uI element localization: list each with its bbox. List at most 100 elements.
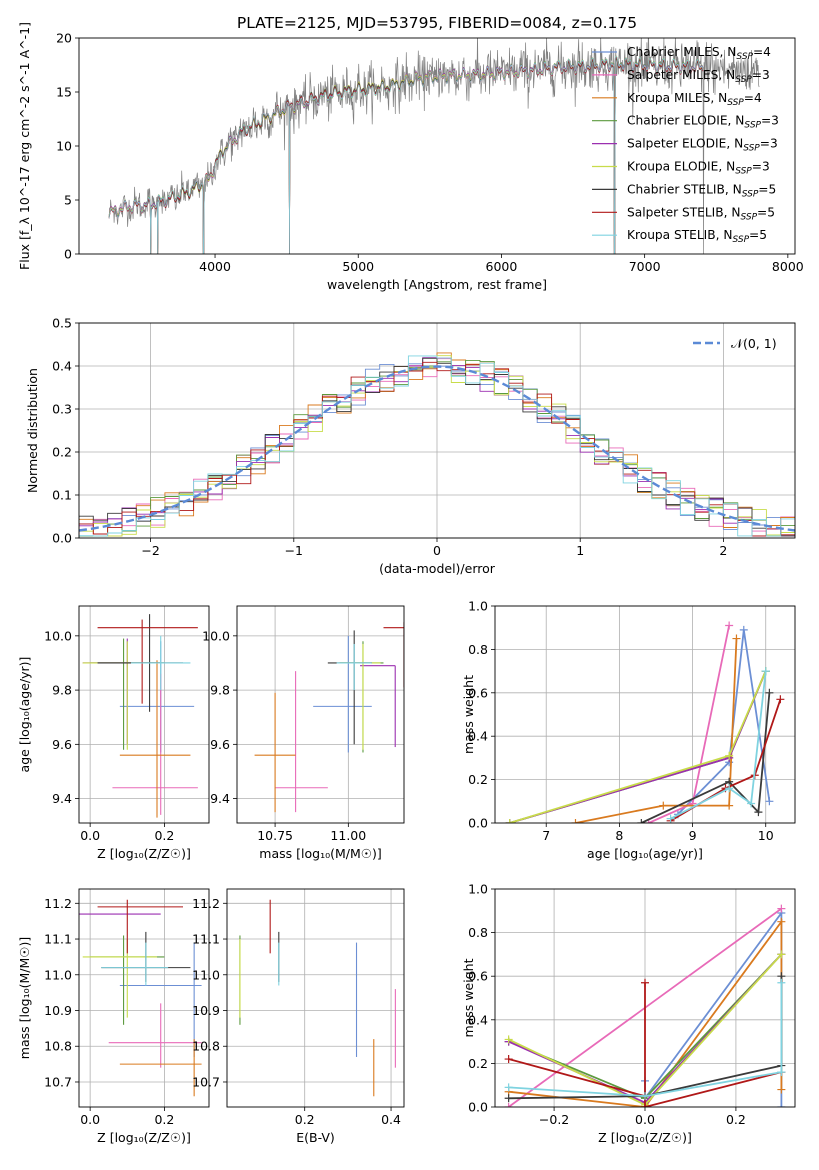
legend-label-kroupa_elodie: Kroupa ELODIE, NSSP=3 (627, 160, 770, 177)
weight-marker-kroupa_elodie (505, 819, 514, 823)
x-tick-label: 0.0 (80, 828, 100, 843)
legend-subscript: SSP (727, 98, 744, 108)
weight-marker-kroupa_miles (732, 634, 741, 643)
legend-suffix: =3 (761, 114, 779, 128)
y-tick-label: 0.4 (468, 1012, 488, 1027)
x-tick-label: 0.4 (381, 1112, 401, 1127)
y-tick-label: 10.0 (44, 628, 72, 643)
y-tick-label: 11.1 (192, 932, 220, 947)
weight-marker-kroupa_stelib (747, 799, 756, 808)
weight-marker-salpeter_stelib (641, 978, 649, 987)
legend-suffix: =4 (744, 91, 762, 105)
x-axis-label: Z [log₁₀(Z/Z☉)] (598, 1130, 692, 1145)
y-tick-label: 10.9 (44, 1003, 72, 1018)
weight-marker-kroupa_miles (777, 1085, 786, 1094)
y-tick-label: 0.4 (468, 729, 488, 744)
legend-label-chabrier_elodie: Chabrier ELODIE, NSSP=3 (627, 114, 779, 131)
y-tick-label: 11.0 (192, 967, 220, 982)
weight-marker-chabrier_stelib (754, 808, 763, 817)
plot-area (505, 621, 785, 823)
y-tick-label: 0.8 (468, 642, 488, 657)
plot-area (82, 614, 198, 818)
legend-label-salpeter_stelib: Salpeter STELIB, NSSP=5 (627, 205, 775, 222)
weight-line-chabrier_stelib (640, 692, 771, 823)
y-tick-label: 0.2 (468, 1056, 488, 1071)
weight-marker-kroupa_elodie (504, 1035, 513, 1044)
weight-marker-chabrier_miles (739, 625, 748, 634)
x-axis-label: Z [log₁₀(Z/Z☉)] (97, 1130, 191, 1145)
x-tick-label: 0.2 (295, 1112, 315, 1127)
x-tick-label: 10.75 (257, 828, 293, 843)
y-tick-label: 0.3 (52, 402, 72, 417)
weight-marker-kroupa_miles (725, 801, 734, 810)
gaussian-legend-label: 𝒩(0, 1) (731, 336, 777, 351)
y-tick-label: 0.0 (468, 1100, 488, 1115)
y-tick-label: 0 (64, 247, 72, 262)
y-tick-label: 11.1 (44, 932, 72, 947)
x-axis-label: wavelength [Angstrom, rest frame] (327, 277, 547, 292)
y-tick-label: 9.6 (52, 737, 72, 752)
weight-marker-kroupa_stelib (641, 1092, 649, 1101)
weight-marker-kroupa_elodie (777, 950, 786, 959)
weight-line-kroupa_stelib (670, 671, 767, 820)
legend-label-chabrier_miles: Chabrier MILES, NSSP=4 (627, 45, 771, 62)
axes-frame (236, 605, 405, 824)
x-tick-label: 10 (758, 828, 774, 843)
weight-marker-kroupa_stelib (761, 667, 770, 676)
x-tick-label: 9 (689, 828, 697, 843)
x-tick-label: 4000 (199, 259, 231, 274)
y-tick-label: 10.7 (44, 1074, 72, 1089)
y-tick-label: 10.8 (44, 1039, 72, 1054)
y-tick-label: 9.8 (52, 683, 72, 698)
histogram-salpeter_stelib (79, 361, 795, 538)
axes-frame (78, 322, 796, 539)
x-tick-label: 0.2 (154, 1112, 174, 1127)
weight-marker-salpeter_stelib (776, 695, 785, 704)
weight-line-salpeter_elodie (509, 670, 767, 823)
weight-marker-kroupa_stelib (504, 1083, 513, 1092)
y-tick-label: 10.7 (192, 1074, 220, 1089)
y-axis-label: mass [log₁₀(M/M☉)] (17, 937, 32, 1059)
y-tick-label: 0.6 (468, 685, 488, 700)
y-axis-label: Normed distribution (25, 368, 40, 493)
weight-marker-chabrier_miles (777, 1103, 786, 1107)
legend-label-chabrier_stelib: Chabrier STELIB, NSSP=5 (627, 182, 776, 199)
axes-frame (226, 888, 405, 1108)
y-tick-label: 10.0 (202, 628, 230, 643)
legend-subscript: SSP (742, 189, 759, 199)
legend-suffix: =3 (760, 137, 778, 151)
x-axis-label: Z [log₁₀(Z/Z☉)] (97, 846, 191, 861)
weight-marker-chabrier_stelib (637, 819, 646, 823)
observed-spectrum-line (108, 38, 760, 254)
y-tick-label: 11.2 (44, 896, 72, 911)
y-tick-label: 0.2 (468, 772, 488, 787)
panel-residuals: −2 −1 0 1 2 0.0 0.1 0.2 0.3 0.4 0.5 (data-model)/er… (25, 316, 796, 576)
histogram-kroupa_stelib (79, 355, 795, 538)
y-tick-label: 9.4 (210, 791, 230, 806)
weight-marker-chabrier_stelib (765, 688, 774, 697)
weight-marker-kroupa_stelib (777, 978, 786, 987)
y-tick-label: 1.0 (468, 882, 488, 897)
legend-suffix: =3 (752, 68, 770, 82)
axes-frame (494, 605, 796, 824)
x-tick-label: −1 (285, 543, 303, 558)
y-tick-label: 0.1 (52, 488, 72, 503)
y-tick-label: 10.8 (192, 1039, 220, 1054)
y-tick-label: 0.0 (52, 531, 72, 546)
weight-marker-salpeter_miles (725, 621, 734, 630)
weight-marker-kroupa_miles (571, 819, 580, 823)
weight-marker-kroupa_elodie (725, 751, 734, 760)
x-tick-label: 6000 (486, 259, 518, 274)
panel-age_vs_mass: 10.75 11.00 9.4 9.6 9.8 10.0 mass [log₁₀(M/M☉)… (202, 605, 405, 861)
y-axis-label: mass weight (461, 958, 476, 1037)
panel-mass_vs_Z: 0.0 0.2 10.7 10.8 10.9 11.0 11.1 11.2 Z [log₁₀(Z… (17, 888, 210, 1145)
y-tick-label: 9.4 (52, 791, 72, 806)
legend-subscript: SSP (744, 121, 761, 131)
y-tick-label: 1.0 (468, 599, 488, 614)
plot-area (108, 38, 760, 254)
weight-line-chabrier_miles (677, 629, 771, 815)
x-tick-label: 2 (719, 543, 727, 558)
legend-subscript: SSP (733, 235, 750, 245)
legend-label-kroupa_miles: Kroupa MILES, NSSP=4 (627, 91, 762, 108)
